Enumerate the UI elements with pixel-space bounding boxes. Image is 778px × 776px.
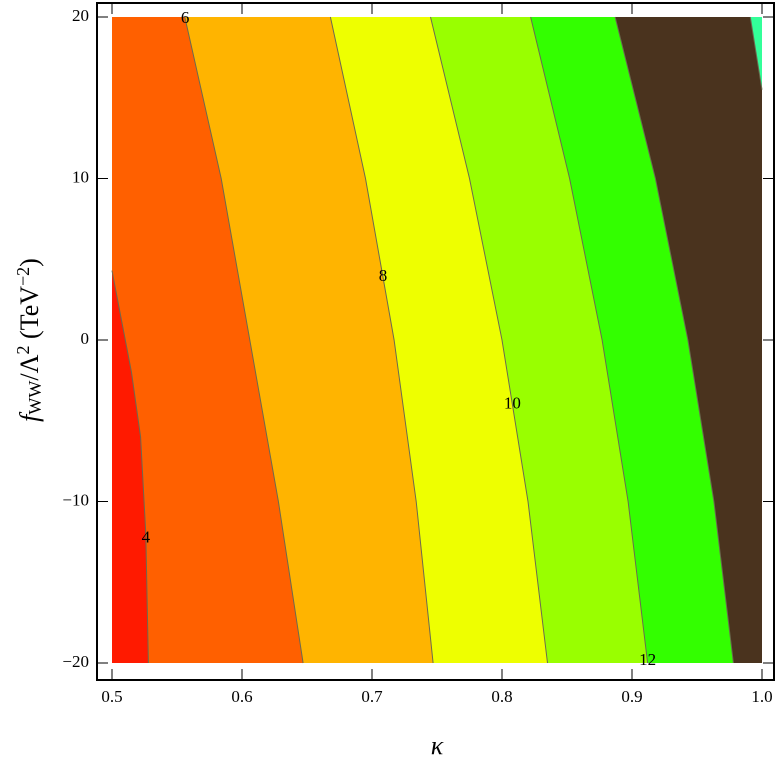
bands [111,16,763,664]
contour-line [184,16,304,664]
x-tick-label: 0.7 [361,687,383,706]
contour-line [329,16,434,664]
y-axis-label: fWW/Λ2 (TeV−2) [13,258,45,422]
y-axis-label-part: WW [25,381,45,415]
band [112,17,762,663]
contour-label: 8 [379,266,388,285]
x-tick-label: 0.8 [491,687,512,706]
contour-line [111,270,149,664]
contour-line [614,16,734,664]
contour-line [430,16,548,664]
contour-line [530,16,649,664]
x-tick-label: 0.6 [231,687,252,706]
y-axis-label-part: 2 [13,346,33,355]
y-axis-label-part: ) [15,258,44,267]
x-axis-label: κ [431,731,444,760]
y-tick-label: −20 [62,652,89,671]
y-tick-label: 20 [72,6,89,25]
x-tick-label: 1.0 [751,687,772,706]
y-tick-label: 0 [81,329,90,348]
x-tick-label: 0.9 [621,687,642,706]
y-axis-label-part: −2 [13,267,33,286]
contour-label: 4 [142,528,151,547]
y-tick-label: 10 [72,167,89,186]
contour-line [749,16,763,90]
frame [96,2,775,681]
y-tick-label: −10 [62,490,89,509]
band [112,17,762,663]
contour-label: 12 [639,650,656,669]
y-axis-label-part: /Λ [15,354,44,380]
x-tick-label: 0.5 [101,687,122,706]
y-axis-label-part: (TeV [15,286,44,346]
contour-label: 6 [181,8,190,27]
y-axis-label-part: f [15,411,44,422]
contour-label: 10 [504,394,521,413]
